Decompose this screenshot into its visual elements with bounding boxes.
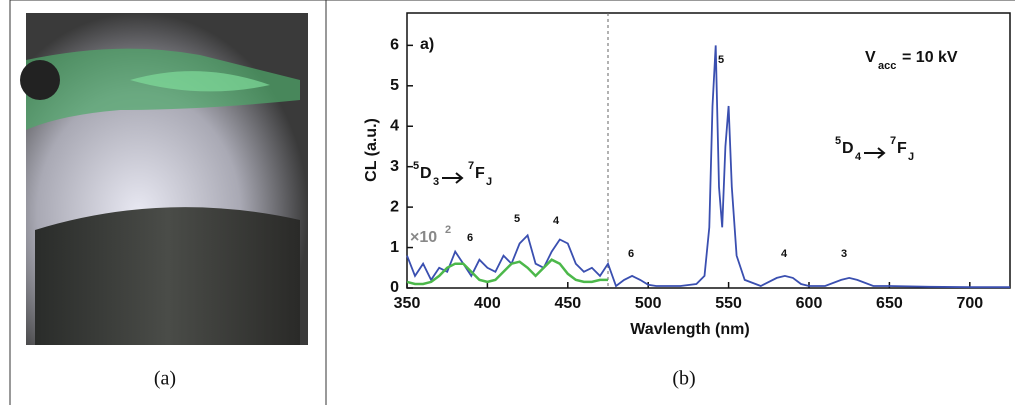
annotation: V xyxy=(865,49,876,66)
peak-label: 5 xyxy=(514,213,520,225)
annotation: 2 xyxy=(445,224,451,236)
peak-label: 4 xyxy=(553,215,560,227)
caption: (a) xyxy=(154,368,176,390)
annotation: 7 xyxy=(468,160,474,172)
peak-label: 3 xyxy=(841,248,847,260)
photo xyxy=(20,13,308,345)
y-tick-label: 2 xyxy=(390,198,399,215)
axes-frame xyxy=(406,12,1011,289)
annotation: J xyxy=(486,176,492,188)
x-tick-label: 500 xyxy=(635,295,662,312)
x-tick-label: 450 xyxy=(554,295,581,312)
peak-label: 6 xyxy=(628,248,634,260)
peak-label: 4 xyxy=(781,248,788,260)
caption: (b) xyxy=(672,368,695,390)
x-tick-label: 400 xyxy=(474,295,501,312)
x-tick-label: 700 xyxy=(956,295,983,312)
x-axis-label: Wavlength (nm) xyxy=(630,321,749,338)
transition-label: 5 D 4 7 F J xyxy=(835,135,914,163)
annotation: F xyxy=(475,165,485,182)
annotation: 5 xyxy=(413,160,419,172)
y-tick-label: 1 xyxy=(390,239,399,256)
series-line xyxy=(406,45,1010,289)
panel-label: a) xyxy=(420,36,434,53)
annotation: 3 xyxy=(433,176,439,188)
y-tick-label: 4 xyxy=(390,117,399,134)
annotation: J xyxy=(908,151,914,163)
x-tick-label: 350 xyxy=(394,295,421,312)
annotation: D xyxy=(420,165,432,182)
annotation: 7 xyxy=(890,135,896,147)
peak-label: 6 xyxy=(467,232,473,244)
y-axis-label: CL (a.u.) xyxy=(363,118,380,182)
x-tick-label: 600 xyxy=(796,295,823,312)
y-tick-label: 0 xyxy=(390,279,399,296)
y-tick-label: 5 xyxy=(390,77,399,94)
chart: a) V acc = 10 kV ×10 2 5 D 3 7 F J 5 D 4… xyxy=(363,12,1011,338)
y-tick-label: 6 xyxy=(390,37,399,54)
annotation: = 10 kV xyxy=(902,49,958,66)
annotation: 5 xyxy=(835,135,841,147)
annotation: D xyxy=(842,140,854,157)
series-line xyxy=(406,258,608,286)
annotation: acc xyxy=(878,60,896,72)
y-tick-label: 3 xyxy=(390,158,399,175)
x-tick-label: 550 xyxy=(715,295,742,312)
annotation: ×10 xyxy=(410,229,437,246)
peak-label: 5 xyxy=(718,54,724,66)
annotation: F xyxy=(897,140,907,157)
transition-label: 5 D 3 7 F J xyxy=(413,160,492,188)
annotation: 4 xyxy=(855,151,862,163)
x-tick-label: 650 xyxy=(876,295,903,312)
